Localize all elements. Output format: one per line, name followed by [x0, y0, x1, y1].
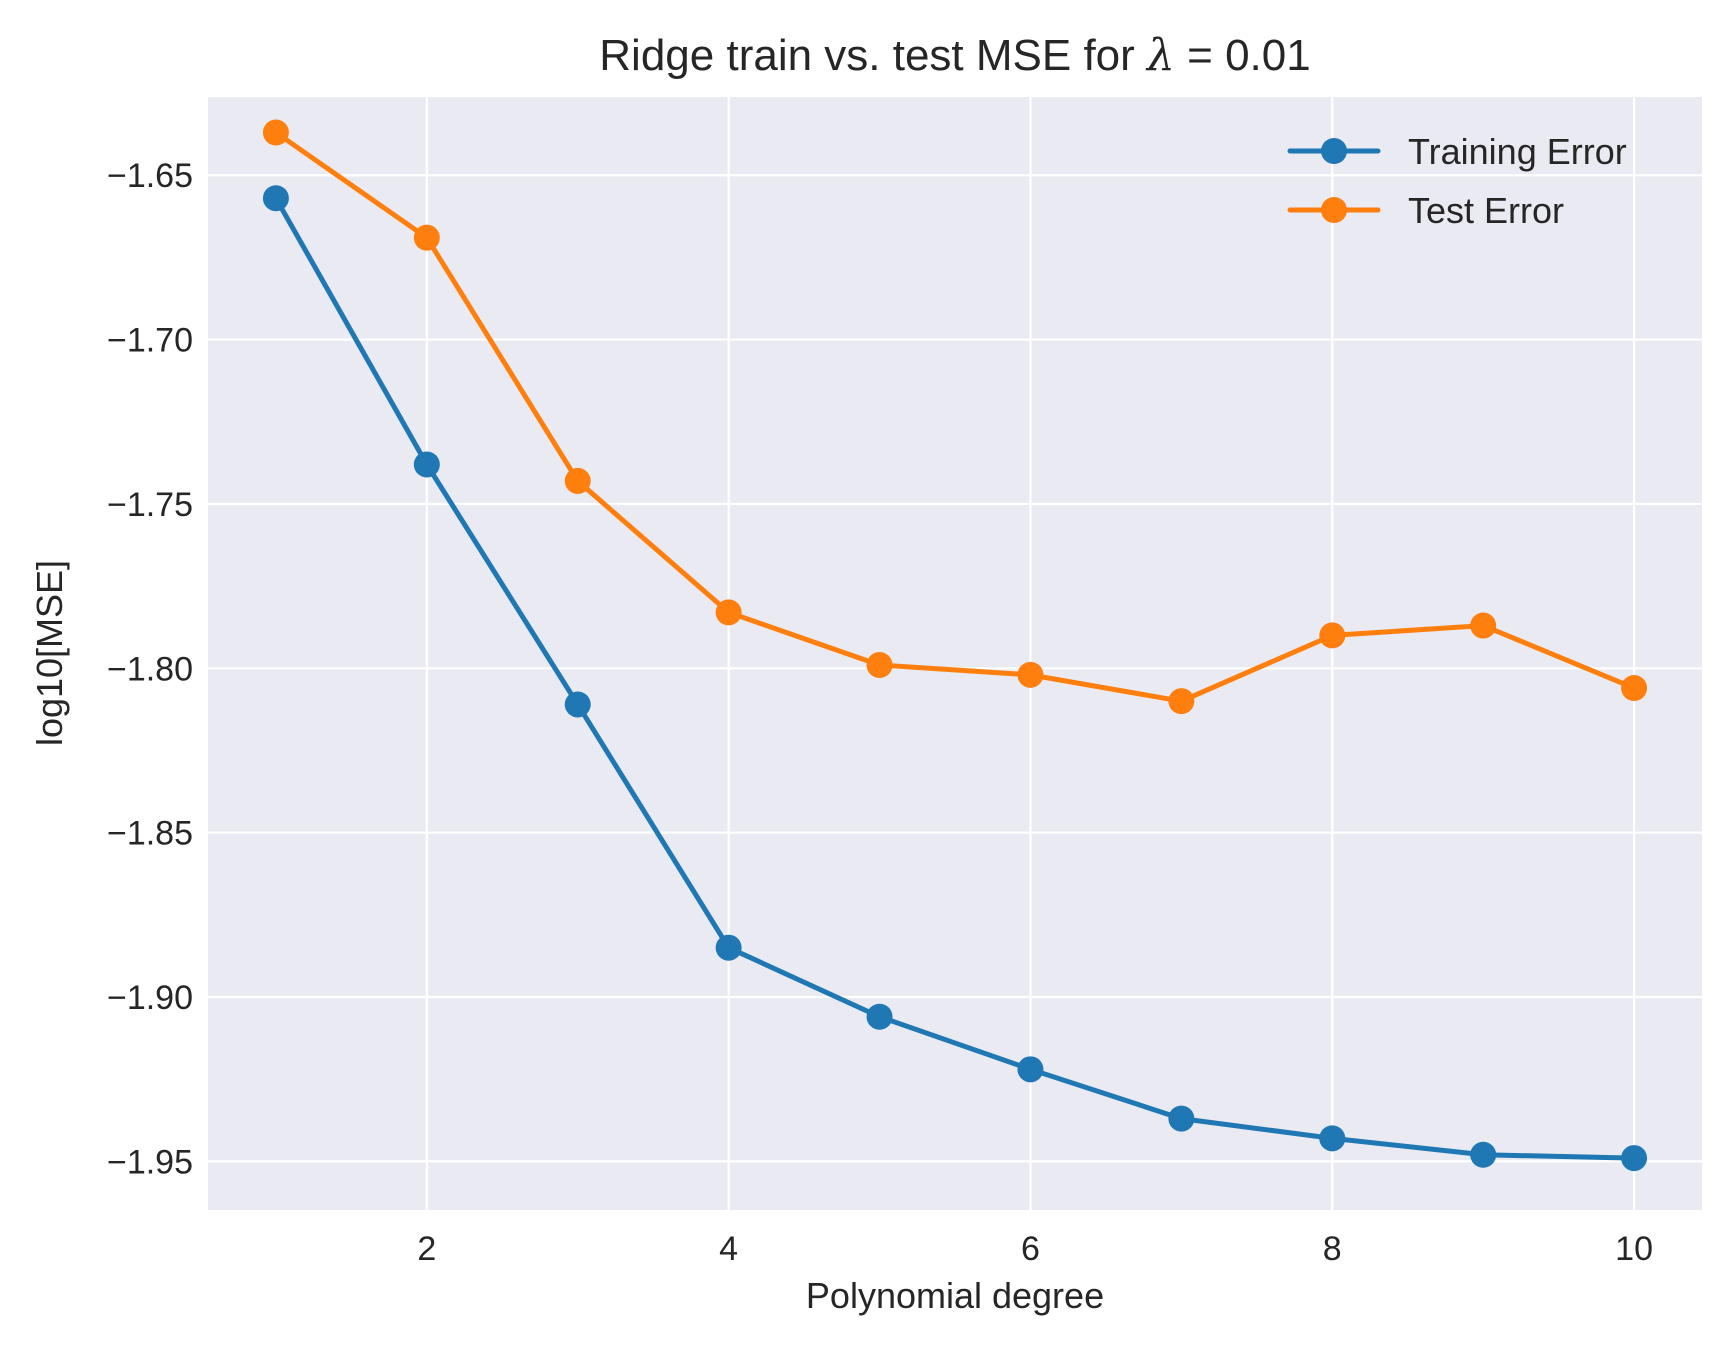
- y-tick-label: −1.65: [107, 157, 193, 195]
- data-point-training-error: [1168, 1105, 1195, 1132]
- data-point-test-error: [715, 599, 742, 626]
- data-point-test-error: [866, 652, 893, 679]
- legend-label: Test Error: [1408, 190, 1564, 231]
- y-tick-label: −1.95: [107, 1143, 193, 1181]
- legend: Training Error Test Error: [1287, 131, 1627, 231]
- data-point-test-error: [413, 224, 440, 251]
- data-point-test-error: [262, 119, 289, 146]
- y-tick-label: −1.80: [107, 650, 193, 688]
- series-line-test-error: [273, 130, 1637, 704]
- data-point-training-error: [715, 934, 742, 961]
- data-point-training-error: [1621, 1145, 1648, 1172]
- y-axis-label: log10[MSE]: [29, 560, 70, 746]
- y-tick-label: −1.85: [107, 815, 193, 853]
- x-tick-label: 10: [1615, 1230, 1653, 1268]
- legend-swatch-marker: [1321, 197, 1347, 223]
- grid: [208, 97, 1702, 1210]
- data-point-training-error: [866, 1003, 893, 1030]
- data-point-test-error: [564, 467, 591, 494]
- x-tick-label: 2: [417, 1230, 436, 1268]
- data-point-training-error: [413, 451, 440, 478]
- y-tick-label: −1.75: [107, 486, 193, 524]
- data-point-training-error: [262, 185, 289, 212]
- data-point-test-error: [1017, 661, 1044, 688]
- legend-swatch-marker: [1321, 138, 1347, 164]
- data-point-training-error: [1017, 1056, 1044, 1083]
- chart-title-suffix: = 0.01: [1175, 31, 1311, 80]
- y-tick-label: −1.70: [107, 322, 193, 360]
- x-tick-label: 6: [1021, 1230, 1040, 1268]
- chart-title-symbol: λ: [1145, 30, 1175, 81]
- data-point-test-error: [1621, 675, 1648, 702]
- data-point-test-error: [1319, 622, 1346, 649]
- data-point-training-error: [1470, 1141, 1497, 1168]
- series-layer: [262, 119, 1648, 1172]
- data-point-training-error: [564, 691, 591, 718]
- legend-label: Training Error: [1408, 131, 1627, 172]
- chart-title: Ridge train vs. test MSE for λ = 0.01: [599, 30, 1310, 81]
- data-point-test-error: [1470, 612, 1497, 639]
- data-point-training-error: [1319, 1125, 1346, 1152]
- data-point-test-error: [1168, 688, 1195, 715]
- tick-layer: 2 4 6 8 10 −1.65 −1.70 −1.75 −1.80 −1.85 −1.90 −1.9…: [107, 157, 1653, 1268]
- x-axis-label: Polynomial degree: [806, 1275, 1104, 1316]
- series-line-training-error: [273, 195, 1637, 1161]
- x-tick-label: 4: [719, 1230, 738, 1268]
- y-tick-label: −1.90: [107, 979, 193, 1017]
- x-tick-label: 8: [1323, 1230, 1342, 1268]
- chart-title-prefix: Ridge train vs. test MSE for: [599, 31, 1147, 80]
